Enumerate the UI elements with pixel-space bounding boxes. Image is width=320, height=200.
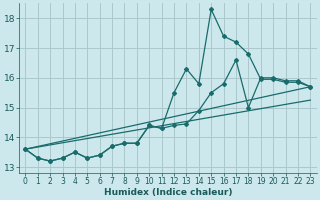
X-axis label: Humidex (Indice chaleur): Humidex (Indice chaleur)	[104, 188, 232, 197]
